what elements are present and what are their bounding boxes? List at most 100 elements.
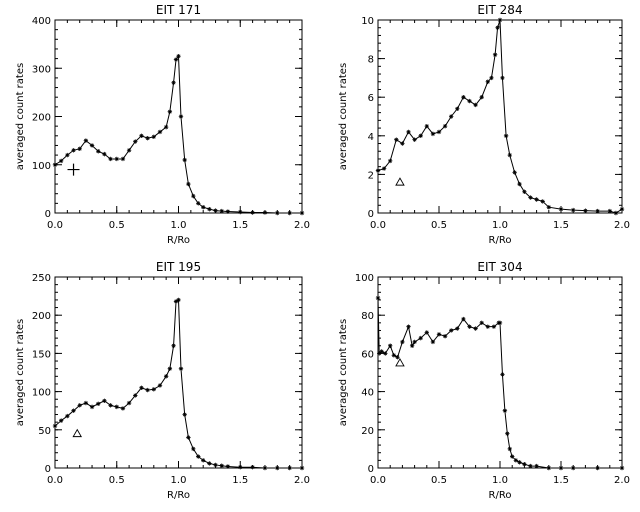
data-point [546, 205, 551, 210]
data-point [77, 403, 82, 408]
triangle-marker-icon [72, 428, 83, 438]
data-point [186, 181, 191, 187]
data-point [517, 181, 522, 187]
data-point [503, 133, 509, 138]
y-tick-label: 100 [32, 161, 51, 172]
series-line [54, 54, 302, 214]
data-point [513, 458, 519, 463]
data-point [114, 156, 119, 162]
data-point [173, 57, 179, 62]
data-point [299, 465, 305, 471]
data-point [173, 299, 179, 304]
y-tick-label: 40 [361, 388, 374, 399]
data-point [213, 208, 218, 213]
data-point [479, 95, 484, 100]
data-point [418, 133, 423, 138]
data-point [52, 162, 58, 167]
data-point [379, 349, 384, 354]
chart-title: EIT 171 [156, 3, 201, 17]
data-point [287, 465, 292, 471]
data-point [186, 435, 191, 440]
data-point [395, 355, 400, 360]
data-point [571, 465, 576, 471]
data-point [71, 148, 76, 153]
y-tick-label: 100 [32, 388, 51, 399]
data-point [120, 156, 126, 162]
x-tick-label: 2.0 [614, 475, 630, 486]
triangle-marker-icon [395, 358, 405, 367]
data-point [467, 98, 472, 104]
data-point [485, 79, 490, 84]
data-point [400, 141, 405, 146]
data-point [157, 129, 163, 135]
data-point [406, 324, 411, 329]
x-tick-label: 0.0 [47, 220, 63, 231]
y-tick-label: 8 [368, 55, 374, 66]
data-point [275, 210, 280, 216]
data-point [436, 332, 442, 337]
data-point [607, 208, 612, 214]
data-point [89, 143, 95, 148]
y-axis-label: averaged count rates [15, 63, 26, 170]
y-tick-label: 10 [361, 16, 374, 27]
data-point [171, 80, 176, 85]
x-tick-label: 0.5 [109, 220, 125, 231]
data-point [108, 403, 113, 408]
data-point [505, 431, 510, 436]
data-point [558, 206, 564, 212]
x-tick-label: 2.0 [614, 220, 630, 231]
x-tick-label: 0.5 [431, 475, 447, 486]
y-tick-label: 60 [361, 349, 374, 360]
data-point [287, 210, 292, 216]
data-point [479, 320, 484, 326]
data-point [619, 206, 625, 212]
data-point [507, 152, 512, 158]
y-tick-label: 200 [32, 311, 51, 322]
plot-frame [377, 276, 623, 469]
data-point [96, 401, 101, 407]
data-point [163, 124, 169, 130]
data-point [83, 138, 89, 143]
data-point [120, 406, 126, 411]
data-point [207, 206, 212, 212]
data-point [500, 75, 505, 81]
data-point [299, 210, 305, 216]
data-point [492, 52, 498, 57]
data-point [412, 339, 417, 345]
data-point [571, 207, 576, 213]
data-point [167, 109, 173, 114]
data-point [71, 408, 76, 413]
series-line [54, 299, 302, 469]
data-point [102, 151, 107, 157]
x-tick-label: 1.5 [232, 220, 248, 231]
data-point [145, 136, 150, 141]
data-point [102, 398, 107, 403]
data-point [424, 330, 429, 335]
y-tick-label: 20 [361, 426, 374, 437]
data-point [381, 166, 387, 171]
data-point [108, 156, 113, 162]
data-point [83, 400, 89, 406]
x-axis-label: R/Ro [489, 235, 512, 246]
data-point [182, 157, 187, 163]
x-axis-label: R/Ro [167, 235, 190, 246]
data-point [262, 465, 268, 471]
y-tick-label: 4 [368, 132, 374, 143]
data-point [430, 131, 436, 137]
data-point [400, 339, 405, 345]
data-point [151, 134, 156, 139]
data-point [58, 418, 64, 423]
data-point [377, 351, 382, 356]
data-point [388, 343, 393, 348]
chart-panel-eit-195: EIT 195 R/Ro averaged count rates 0.0 0.5… [15, 260, 310, 501]
chart-title: EIT 284 [477, 3, 522, 17]
x-tick-label: 1.5 [553, 475, 569, 486]
data-point [250, 465, 255, 470]
data-point [391, 353, 397, 358]
data-point [262, 210, 268, 215]
data-point [178, 366, 184, 371]
x-tick-label: 2.0 [294, 475, 310, 486]
x-tick-label: 1.5 [232, 475, 248, 486]
data-point [238, 465, 243, 470]
data-point [540, 199, 545, 204]
